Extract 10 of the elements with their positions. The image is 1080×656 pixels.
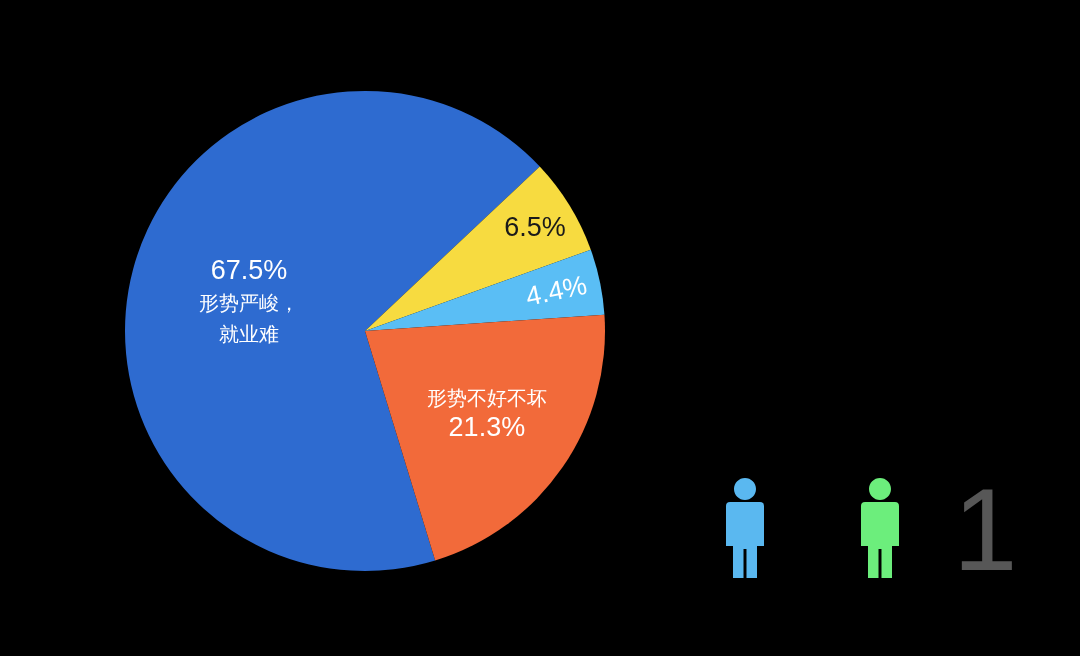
data-label: 21.3%: [448, 412, 526, 443]
pie-slice: [365, 314, 605, 561]
pie-slice: [365, 166, 591, 331]
slice-label: 形势严峻，就业难: [199, 292, 300, 346]
pie-slice: [365, 249, 605, 331]
data-label: 6.5%: [504, 211, 566, 242]
slice-label: 形势不好不坏: [426, 387, 547, 410]
text: 1: [953, 465, 1018, 595]
data-label: 67.5%: [210, 255, 288, 286]
data-label: 4.4%: [523, 269, 590, 312]
